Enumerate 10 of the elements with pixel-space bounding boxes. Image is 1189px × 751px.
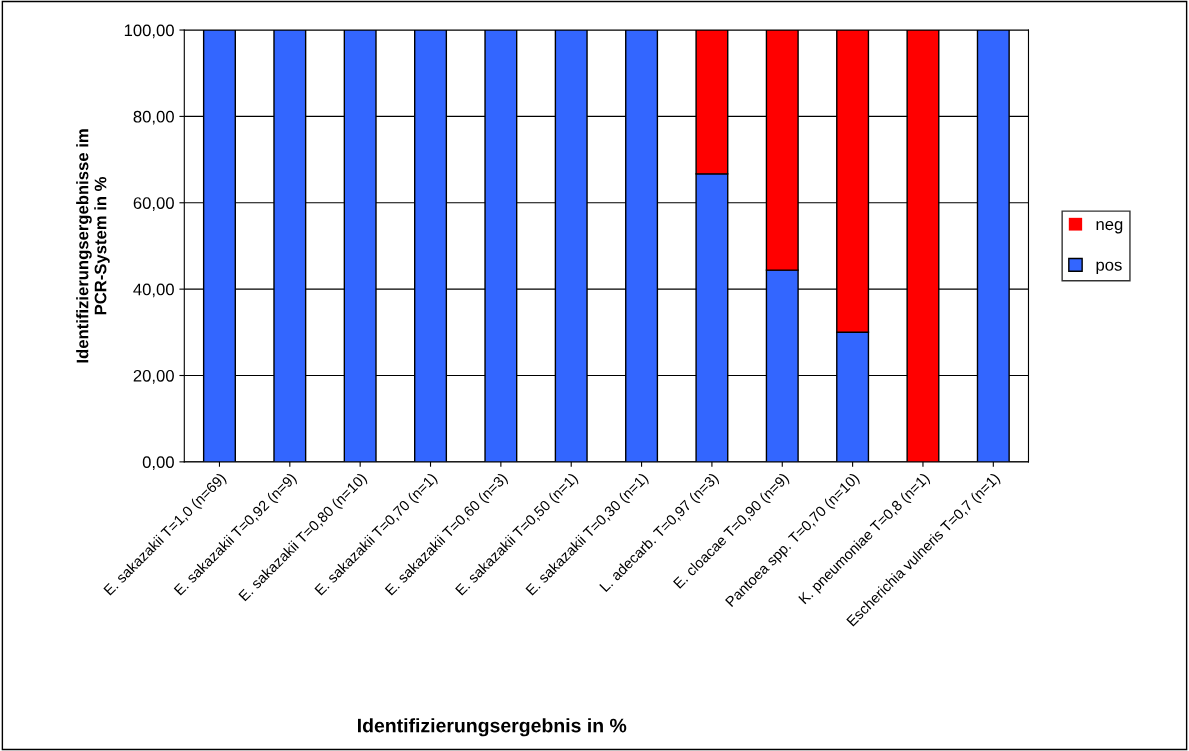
legend-label: pos: [1096, 261, 1122, 275]
legend-label: neg: [1096, 221, 1123, 234]
y-tick-label: 80,00: [133, 110, 174, 125]
y-axis-title: Identifizierungsergebnisse im PCR-System in %: [76, 129, 110, 363]
y-tick-label: 100,00: [124, 24, 174, 39]
y-tick-label: 0,00: [142, 456, 174, 471]
y-tick-label: 20,00: [133, 369, 174, 384]
x-axis-title: Identifizierungsergebnis in %: [358, 718, 627, 737]
y-tick-label: 40,00: [133, 283, 174, 298]
y-tick-label: 60,00: [133, 197, 174, 211]
